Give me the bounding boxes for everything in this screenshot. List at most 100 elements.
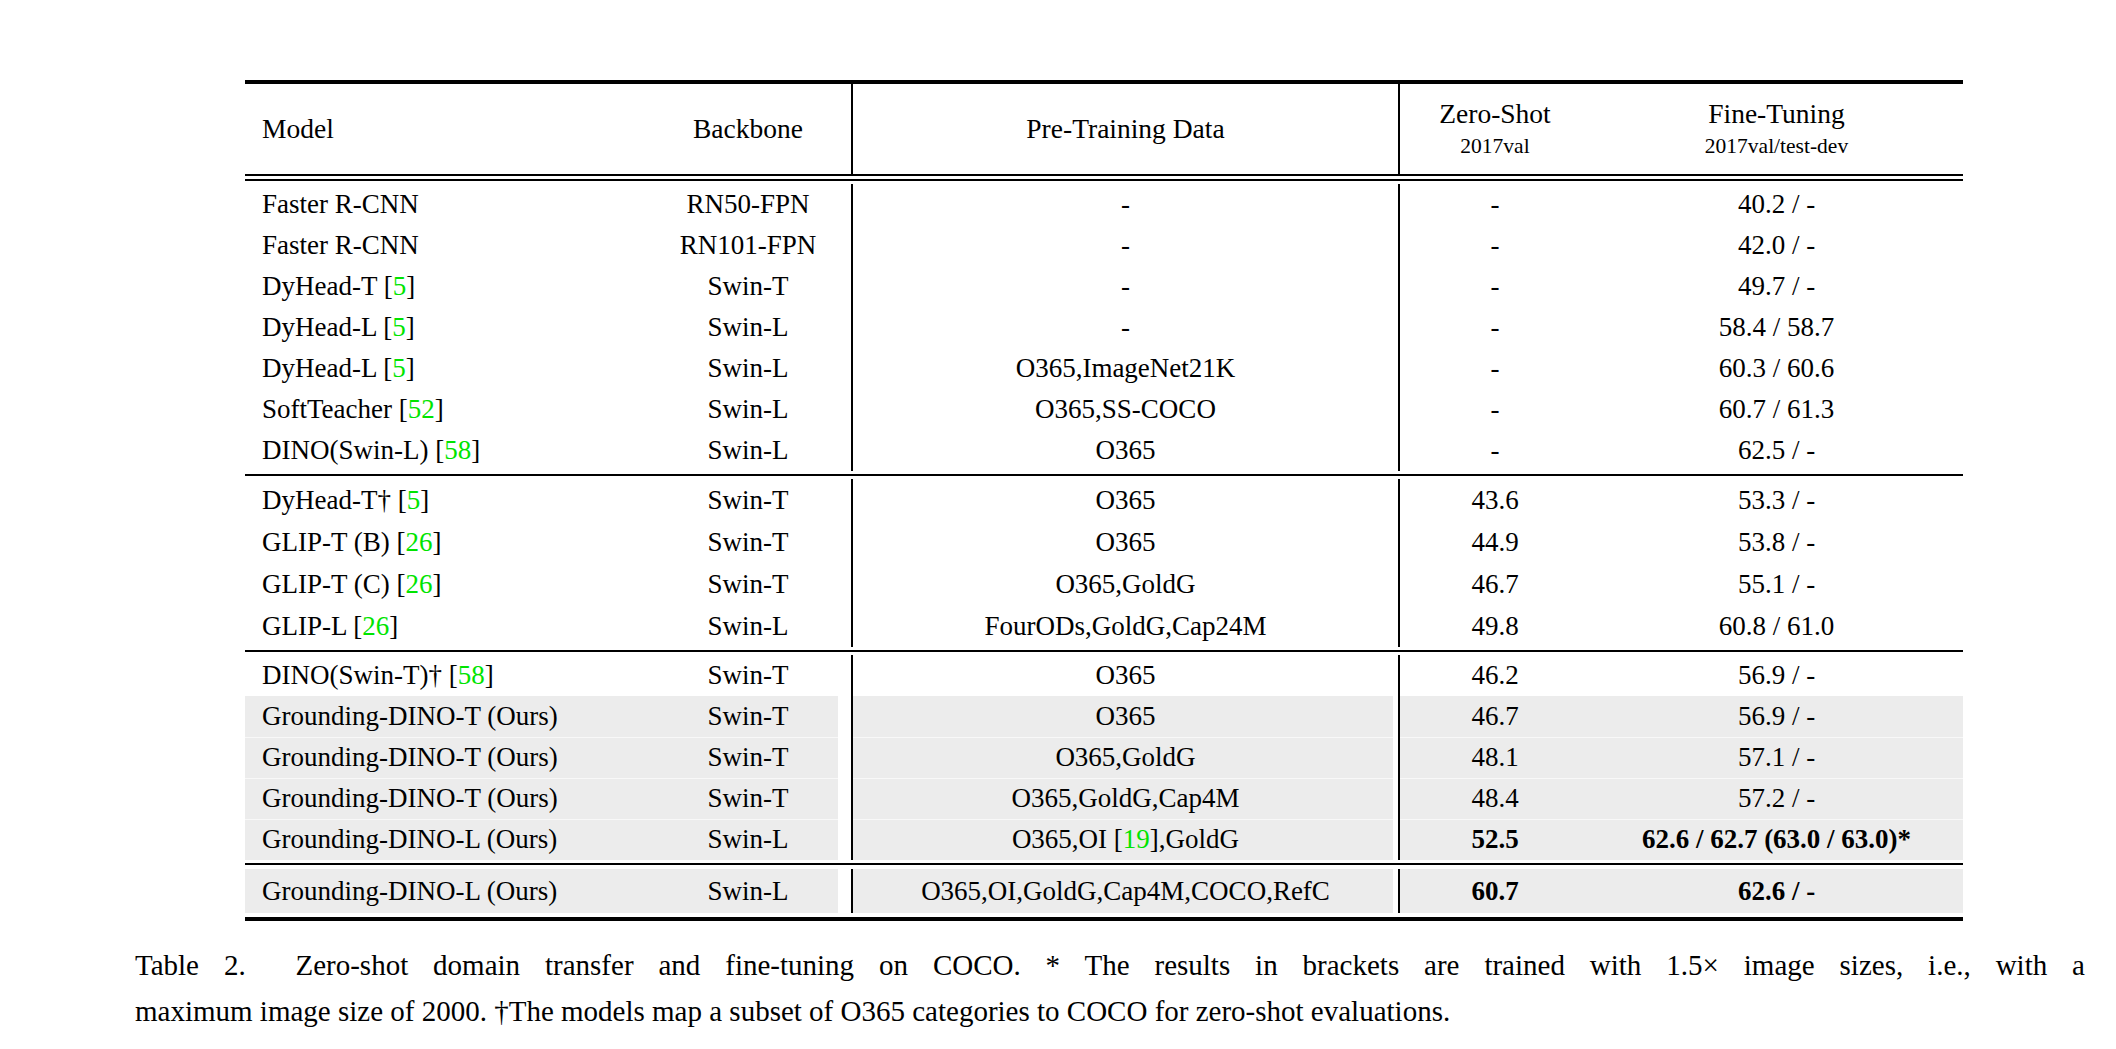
citation-ref: 5 [392,313,406,341]
paper-page: Model Backbone Pre-Training Data Zero-Sh… [0,0,2116,1049]
zero-shot-cell: 48.4 [1400,778,1590,819]
text-segment: Faster R-CNN [262,190,419,218]
model-cell: GLIP-L [26] [245,605,645,647]
model-cell: Faster R-CNN [245,225,645,266]
model-cell: Grounding-DINO-T (Ours) [245,737,645,778]
pretrain-cell: O365 [853,521,1400,563]
text-segment: O365,GoldG,Cap4M [1012,784,1240,812]
zero-shot-cell: 49.8 [1400,605,1590,647]
fine-tuning-cell: 60.8 / 61.0 [1590,605,1963,647]
citation-ref: 26 [362,612,389,640]
text-segment: SoftTeacher [ [262,395,408,423]
text-segment: O365,GoldG [1055,570,1195,598]
fine-tuning-cell: 49.7 / - [1590,266,1963,307]
backbone-cell: RN101-FPN [645,225,853,266]
pretrain-cell: FourODs,GoldG,Cap24M [853,605,1400,647]
fine-tuning-cell: 40.2 / - [1590,184,1963,225]
text-segment: ] [435,395,444,423]
table-header-row: Model Backbone Pre-Training Data Zero-Sh… [245,84,1963,174]
table-row-highlighted: Grounding-DINO-L (Ours) Swin-L O365,OI [… [245,819,1963,860]
zero-shot-cell: 48.1 [1400,737,1590,778]
model-cell: Faster R-CNN [245,184,645,225]
citation-ref: 5 [393,272,407,300]
caption-line-1: Table 2. Zero-shot domain transfer and f… [135,942,2085,988]
text-segment: O365 [1096,436,1156,464]
header-backbone: Backbone [645,84,853,174]
table-row: DyHead-L [5] Swin-L O365,ImageNet21K - 6… [245,348,1963,389]
text-segment: ] [406,272,415,300]
model-cell: DyHead-T [5] [245,266,645,307]
text-segment: Grounding-DINO-L (Ours) [262,825,557,853]
text-segment: GLIP-T (C) [ [262,570,405,598]
text-segment: DINO(Swin-L) [ [262,436,444,464]
text-segment: O365 [1096,661,1156,689]
pretrain-cell: - [853,266,1400,307]
pretrain-cell: O365,ImageNet21K [853,348,1400,389]
model-cell: Grounding-DINO-L (Ours) [245,819,645,860]
zero-shot-cell: 46.2 [1400,655,1590,696]
citation-ref: 26 [405,528,432,556]
backbone-cell: Swin-T [645,655,853,696]
pretrain-cell: O365,OI,GoldG,Cap4M,COCO,RefC [853,869,1400,913]
zero-shot-cell: - [1400,430,1590,471]
backbone-cell: Swin-L [645,307,853,348]
pretrain-cell: O365 [853,696,1400,737]
table-block-3: DINO(Swin-T)† [58] Swin-T O365 46.2 56.9… [245,652,1963,863]
backbone-cell: Swin-L [645,389,853,430]
table-row-highlighted: Grounding-DINO-L (Ours) Swin-L O365,OI,G… [245,869,1963,913]
text-segment: DyHead-T [ [262,272,393,300]
table-row: GLIP-L [26] Swin-L FourODs,GoldG,Cap24M … [245,605,1963,647]
header-zero-shot-title: Zero-Shot [1439,100,1551,129]
header-zero-shot-sub: 2017val [1460,135,1529,158]
backbone-cell: Swin-L [645,348,853,389]
model-cell: DyHead-L [5] [245,348,645,389]
table-row: SoftTeacher [52] Swin-L O365,SS-COCO - 6… [245,389,1963,430]
pretrain-cell: - [853,184,1400,225]
model-cell: Grounding-DINO-L (Ours) [245,869,645,913]
pretrain-cell: - [853,225,1400,266]
table-row-highlighted: Grounding-DINO-T (Ours) Swin-T O365 46.7… [245,696,1963,737]
fine-tuning-cell: 60.7 / 61.3 [1590,389,1963,430]
zero-shot-cell: - [1400,307,1590,348]
backbone-cell: Swin-T [645,266,853,307]
backbone-cell: RN50-FPN [645,184,853,225]
zero-shot-cell: 52.5 [1400,819,1590,860]
backbone-cell: Swin-L [645,869,853,913]
text-segment: GLIP-T (B) [ [262,528,405,556]
zero-shot-cell: 60.7 [1400,869,1590,913]
pretrain-cell: - [853,307,1400,348]
citation-ref: 58 [458,661,485,689]
model-cell: DyHead-L [5] [245,307,645,348]
zero-shot-cell: - [1400,348,1590,389]
zero-shot-cell: 46.7 [1400,696,1590,737]
text-segment: DINO(Swin-T)† [ [262,661,458,689]
backbone-cell: Swin-T [645,737,853,778]
zero-shot-cell: - [1400,184,1590,225]
backbone-cell: Swin-T [645,563,853,605]
fine-tuning-cell: 56.9 / - [1590,655,1963,696]
header-model: Model [245,84,645,174]
table-block-1: Faster R-CNN RN50-FPN - - 40.2 / - Faste… [245,181,1963,474]
table-row: GLIP-T (B) [26] Swin-T O365 44.9 53.8 / … [245,521,1963,563]
text-segment: DyHead-T† [ [262,486,407,514]
fine-tuning-cell: 56.9 / - [1590,696,1963,737]
table-row: DyHead-T† [5] Swin-T O365 43.6 53.3 / - [245,479,1963,521]
zero-shot-cell: 43.6 [1400,479,1590,521]
model-cell: Grounding-DINO-T (Ours) [245,778,645,819]
citation-ref: 19 [1123,825,1150,853]
model-cell: GLIP-T (B) [26] [245,521,645,563]
fine-tuning-cell: 62.6 / 62.7 (63.0 / 63.0)* [1590,819,1963,860]
text-segment: O365,OI,GoldG,Cap4M,COCO,RefC [921,877,1330,905]
text-segment: - [1121,272,1130,300]
fine-tuning-cell: 58.4 / 58.7 [1590,307,1963,348]
results-table: Model Backbone Pre-Training Data Zero-Sh… [245,80,1963,921]
text-segment: ],GoldG [1150,825,1239,853]
text-segment: O365 [1096,528,1156,556]
model-cell: SoftTeacher [52] [245,389,645,430]
text-segment: - [1121,231,1130,259]
citation-ref: 5 [407,486,421,514]
fine-tuning-cell: 60.3 / 60.6 [1590,348,1963,389]
pretrain-cell: O365,GoldG [853,563,1400,605]
fine-tuning-cell: 57.1 / - [1590,737,1963,778]
table-row: Faster R-CNN RN101-FPN - - 42.0 / - [245,225,1963,266]
